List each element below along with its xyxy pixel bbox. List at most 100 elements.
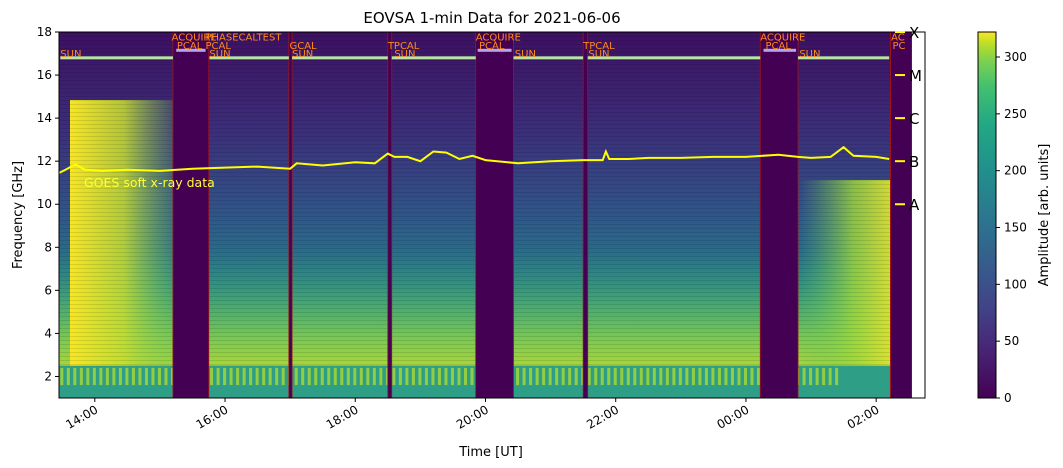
- goes-label: GOES soft x-ray data: [84, 175, 215, 190]
- y-tick-label: 2: [44, 369, 52, 383]
- low-band-streak: [216, 367, 220, 386]
- sun-scan-bar: [60, 56, 173, 60]
- colorbar-tick-label: 0: [1004, 391, 1012, 405]
- low-band-streak: [685, 367, 689, 386]
- low-band-streak: [223, 367, 227, 386]
- low-band-streak: [307, 367, 311, 386]
- low-band-streak: [561, 367, 565, 386]
- low-band-streak: [717, 367, 721, 386]
- low-band-streak: [131, 367, 135, 386]
- y-tick-label: 16: [37, 68, 52, 82]
- scan-label: SUN: [60, 49, 81, 60]
- scan-label: SUN: [799, 49, 820, 60]
- low-band-streak: [372, 367, 376, 386]
- low-band-streak: [711, 367, 715, 386]
- low-band-streak: [118, 367, 122, 386]
- low-band-streak: [750, 367, 754, 386]
- low-band-streak: [411, 367, 415, 386]
- low-band-streak: [568, 367, 572, 386]
- low-band-streak: [392, 367, 396, 386]
- scan-label: ACQUIRE: [476, 33, 521, 44]
- scan-label: PCAL: [765, 41, 791, 52]
- y-tick-label: 8: [44, 240, 52, 254]
- low-band-streak: [724, 367, 728, 386]
- low-band-streak: [607, 367, 611, 386]
- scan-bars: [60, 48, 890, 60]
- cal-scan-bar: [477, 48, 512, 52]
- scan-label: TPCAL: [582, 41, 615, 52]
- low-band-streak: [359, 367, 363, 386]
- cal-scan-bar: [176, 48, 206, 52]
- low-band-streak: [815, 367, 819, 386]
- low-band-streak: [672, 367, 676, 386]
- low-band-streak: [600, 367, 604, 386]
- low-band-streak: [170, 367, 174, 386]
- low-band-streak: [92, 367, 96, 386]
- low-band-streak: [294, 367, 298, 386]
- low-band-streak: [340, 367, 344, 386]
- low-band-streak: [255, 367, 259, 386]
- low-band-streak: [73, 367, 77, 386]
- low-band-streak: [574, 367, 578, 386]
- low-band-streak: [737, 367, 741, 386]
- low-band-streak: [548, 367, 552, 386]
- sun-scan-bar: [798, 56, 890, 60]
- colorbar-ticks: 0 50 100 150 200 250 300: [996, 50, 1027, 405]
- low-band-streak: [529, 367, 533, 386]
- scan-labels: SUNACQUIREPCALPHASECALTESTPCALSUNGCALSUN…: [60, 33, 905, 60]
- low-band-streak: [60, 367, 64, 386]
- plot-area: SUNACQUIREPCALPHASECALTESTPCALSUNGCALSUN…: [59, 32, 925, 398]
- x-tick-label: 16:00: [194, 402, 231, 431]
- cal-scan-bar: [763, 48, 797, 52]
- calibration-gap: [387, 32, 392, 398]
- low-band-streak: [555, 367, 559, 386]
- low-band-streak: [66, 367, 70, 386]
- goes-curve: [59, 145, 890, 174]
- low-band-streak: [802, 367, 806, 386]
- colorbar-label: Amplitude [arb. units]: [1037, 144, 1052, 287]
- x-tick-label: 18:00: [324, 402, 361, 431]
- low-band-streak: [757, 367, 761, 386]
- low-band-streak: [691, 367, 695, 386]
- low-band-streak: [353, 367, 357, 386]
- scan-label: SUN: [292, 49, 313, 60]
- colorbar: [977, 31, 997, 399]
- low-band-streak: [542, 367, 546, 386]
- low-band-streak: [346, 367, 350, 386]
- scan-label: ACQUIRE: [760, 33, 805, 44]
- low-band-streak: [164, 367, 168, 386]
- x-tick-label: 14:00: [63, 402, 100, 431]
- calibration-gap: [890, 32, 912, 398]
- colorbar-tick-label: 300: [1004, 50, 1027, 64]
- x-tick-label: 02:00: [845, 402, 882, 431]
- low-band-streak: [678, 367, 682, 386]
- low-band-streak: [464, 367, 468, 386]
- colorbar-tick-label: 100: [1004, 277, 1027, 291]
- chart-title: EOVSA 1-min Data for 2021-06-06: [363, 9, 620, 27]
- goes-class-label: M: [909, 67, 922, 85]
- low-band-streak: [620, 367, 624, 386]
- low-band-streak: [157, 367, 161, 386]
- low-band-streak: [522, 367, 526, 386]
- low-band-streak: [809, 367, 813, 386]
- low-band-streak: [659, 367, 663, 386]
- low-band-streak: [646, 367, 650, 386]
- low-band-streak: [236, 367, 240, 386]
- no-data-region: [911, 32, 925, 398]
- low-band-streak: [822, 367, 826, 386]
- low-band-streak: [249, 367, 253, 386]
- y-tick-label: 12: [37, 154, 52, 168]
- low-band-streak: [704, 367, 708, 386]
- sun-scan-bar: [513, 56, 584, 60]
- scan-label: SUN: [588, 49, 609, 60]
- low-band-streak: [698, 367, 702, 386]
- low-band-streak: [99, 367, 103, 386]
- low-band-streak: [379, 367, 383, 386]
- low-band-streak: [730, 367, 734, 386]
- low-band-streak: [320, 367, 324, 386]
- low-band-streak: [444, 367, 448, 386]
- low-band-streak: [385, 367, 389, 386]
- sun-scan-bar: [391, 56, 476, 60]
- low-band-streak: [639, 367, 643, 386]
